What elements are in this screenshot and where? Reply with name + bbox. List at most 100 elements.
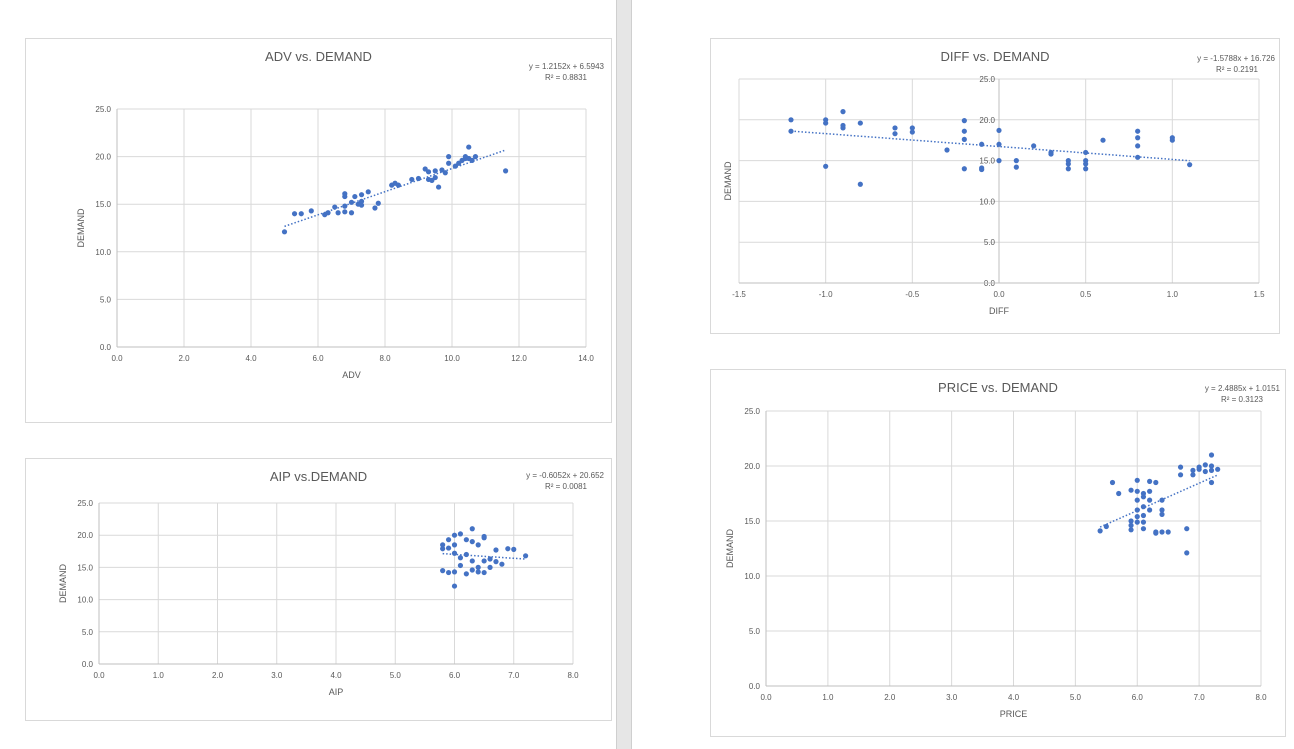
data-point <box>342 209 348 215</box>
data-point <box>451 583 458 589</box>
data-point <box>352 193 358 200</box>
x-tick-label: 8.0 <box>567 671 579 680</box>
data-point <box>1109 479 1116 486</box>
chart-svg: ADV vs. DEMAND 0.0 2.0 4.0 6.0 8.0 10.0 12.0 14.… <box>76 49 605 380</box>
data-point <box>857 181 863 187</box>
data-point <box>358 202 365 208</box>
chart-price-vs-demand: PRICE vs. DEMAND 0.0 1.0 2.0 3.0 4.0 5.0 6.0 7.0… <box>710 369 1286 737</box>
data-point <box>463 571 469 577</box>
x-axis-label: ADV <box>342 370 361 380</box>
data-point <box>432 168 438 174</box>
data-point <box>1128 527 1134 533</box>
data-point <box>440 542 446 548</box>
data-point <box>1208 479 1215 486</box>
data-point <box>493 547 499 553</box>
trendline <box>1099 474 1218 528</box>
x-tick-label: 0.0 <box>993 290 1005 299</box>
data-point <box>395 182 401 188</box>
x-tick-label: 4.0 <box>330 671 342 680</box>
x-tick-label: -1.5 <box>732 290 746 299</box>
x-tick-label: 1.0 <box>1167 290 1179 299</box>
data-point <box>1159 507 1165 513</box>
data-point <box>469 558 475 564</box>
data-point <box>436 184 442 190</box>
data-point <box>1147 497 1153 503</box>
y-tick-label: 25.0 <box>979 75 995 84</box>
chart-svg: DIFF vs. DEMAND-1.5 -1.0 -0.5 0.0 0.5 1.0 1.50… <box>723 49 1276 316</box>
data-point <box>325 210 331 216</box>
y-axis-label: DEMAND <box>58 564 68 604</box>
y-tick-label: 0.0 <box>749 682 761 691</box>
y-tick-label: 5.0 <box>82 628 94 637</box>
x-tick-label: 1.5 <box>1253 290 1265 299</box>
data-point <box>1013 158 1019 164</box>
data-point <box>1140 512 1147 519</box>
data-point <box>1065 161 1071 167</box>
y-tick-label: 10.0 <box>979 197 995 206</box>
data-point <box>857 120 863 126</box>
y-tick-label: 20.0 <box>77 531 93 540</box>
trendline <box>284 149 506 228</box>
data-point <box>446 160 452 166</box>
data-point <box>1065 166 1071 172</box>
data-point <box>1184 550 1190 556</box>
chart-title: AIP vs.DEMAND <box>270 469 367 484</box>
x-tick-label: 8.0 <box>379 354 391 363</box>
y-tick-label: 5.0 <box>749 627 761 636</box>
data-point <box>1202 462 1208 468</box>
y-tick-label: 0.0 <box>100 343 112 352</box>
data-point <box>493 559 499 565</box>
data-point <box>298 211 304 217</box>
data-point <box>1135 143 1141 149</box>
data-point <box>909 129 915 135</box>
data-point <box>358 198 365 204</box>
x-tick-label: 0.5 <box>1080 290 1092 299</box>
y-tick-label: 20.0 <box>95 153 111 162</box>
x-axis-label: DIFF <box>989 306 1009 316</box>
x-tick-label: 3.0 <box>946 693 958 702</box>
data-point <box>823 163 829 169</box>
chart-adv-vs-demand: ADV vs. DEMAND 0.0 2.0 4.0 6.0 8.0 10.0 12.0 14.… <box>25 38 612 423</box>
x-tick-label: 2.0 <box>884 693 896 702</box>
data-point <box>358 192 365 198</box>
x-tick-label: 7.0 <box>1194 693 1206 702</box>
data-point <box>1140 526 1147 532</box>
data-point <box>335 210 341 216</box>
data-point <box>348 199 355 205</box>
data-point <box>840 109 846 115</box>
y-tick-label: 25.0 <box>95 105 111 114</box>
data-point <box>1140 519 1147 525</box>
y-tick-label: 25.0 <box>744 407 760 416</box>
data-point <box>365 189 371 195</box>
data-point <box>469 539 475 545</box>
y-tick-label: 10.0 <box>95 248 111 257</box>
data-point <box>1169 137 1175 143</box>
y-tick-label: 5.0 <box>100 295 112 304</box>
data-point <box>1048 151 1054 157</box>
data-point <box>499 561 505 567</box>
x-tick-label: 1.0 <box>153 671 165 680</box>
data-point <box>432 174 438 181</box>
data-point <box>457 531 464 537</box>
trendline-r-squared: R² = 0.3123 <box>1221 395 1264 404</box>
x-tick-label: 2.0 <box>212 671 224 680</box>
y-tick-label: 20.0 <box>979 116 995 125</box>
data-point <box>1013 164 1019 170</box>
data-point <box>457 562 464 569</box>
data-point <box>1134 477 1140 483</box>
y-tick-label: 15.0 <box>979 157 995 166</box>
x-tick-label: 7.0 <box>508 671 520 680</box>
x-tick-label: 2.0 <box>178 354 190 363</box>
data-point <box>961 128 967 134</box>
data-point <box>372 205 378 211</box>
data-point <box>503 168 509 174</box>
data-point <box>1208 467 1215 473</box>
data-point <box>961 166 967 172</box>
y-tick-label: 25.0 <box>77 499 93 508</box>
x-tick-label: 6.0 <box>312 354 324 363</box>
data-point <box>840 125 846 131</box>
data-point <box>1134 519 1140 525</box>
trendline-equation: y = -1.5788x + 16.726 <box>1197 54 1275 63</box>
data-point <box>996 127 1002 134</box>
data-point <box>1135 135 1141 141</box>
